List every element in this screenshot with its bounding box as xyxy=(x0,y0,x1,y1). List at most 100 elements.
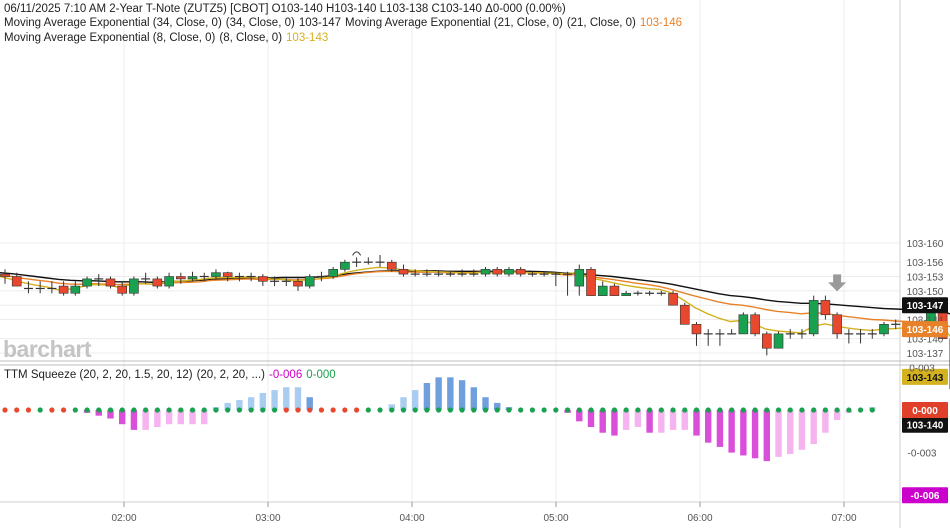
squeeze-header: TTM Squeeze (20, 2, 20, 1.5, 20, 12) (20,… xyxy=(4,368,340,382)
squeeze-dot xyxy=(729,407,735,413)
squeeze-badge: -0-006 xyxy=(902,487,948,504)
momentum-bar xyxy=(787,410,794,455)
candle xyxy=(773,331,784,349)
chart-markers xyxy=(352,251,847,292)
candle xyxy=(808,295,819,337)
y-tick-label: 103-137 xyxy=(907,349,944,360)
candle xyxy=(832,312,842,339)
price-axis[interactable]: 103-137 103-140 103-144 103-147 103-150 103-1… xyxy=(902,239,948,504)
candle xyxy=(0,269,10,284)
candle xyxy=(621,290,631,296)
momentum-bar xyxy=(705,410,712,443)
squeeze-dot xyxy=(834,407,840,413)
candle-body xyxy=(820,300,831,316)
momentum-bar xyxy=(763,410,770,462)
candle-body xyxy=(492,269,503,275)
y-tick-label: 103-150 xyxy=(907,287,944,298)
candle xyxy=(94,274,104,287)
momentum-bar xyxy=(271,390,278,410)
squeeze-dot xyxy=(764,407,770,413)
squeeze-dot xyxy=(271,407,278,413)
barchart-watermark: barchart xyxy=(3,336,92,362)
candle xyxy=(386,259,397,272)
squeeze-dot xyxy=(49,407,55,413)
squeeze-dot xyxy=(354,407,360,413)
candle xyxy=(187,271,198,282)
price-badge: 103-147 xyxy=(902,297,948,314)
squeeze-dot xyxy=(787,407,793,413)
ema21-label[interactable]: Moving Average Exponential (21, Close, 0… xyxy=(345,17,563,29)
momentum-bar xyxy=(576,410,583,422)
squeeze-dot xyxy=(857,407,864,413)
momentum-bar xyxy=(177,410,184,425)
squeeze-dot xyxy=(588,407,594,413)
momentum-bar xyxy=(798,410,806,450)
squeeze-dot xyxy=(635,407,641,413)
candle xyxy=(679,302,690,325)
squeeze-dot xyxy=(576,407,582,413)
candle xyxy=(141,272,151,284)
price-badge: 103-140 xyxy=(902,416,948,433)
momentum-bar xyxy=(283,387,290,410)
candle xyxy=(457,269,467,277)
momentum-bar xyxy=(810,410,817,445)
candle xyxy=(11,272,22,287)
momentum-bar xyxy=(693,410,700,436)
ema34-label[interactable]: Moving Average Exponential (34, Close, 0… xyxy=(4,17,222,29)
candle-body xyxy=(879,324,889,335)
candle xyxy=(586,266,596,296)
candle xyxy=(164,272,174,289)
squeeze-dot xyxy=(295,407,301,413)
price-badge-bg xyxy=(902,368,948,385)
squeeze-dot xyxy=(330,407,336,413)
momentum-bar xyxy=(822,410,829,433)
squeeze-dot xyxy=(682,407,688,413)
candle xyxy=(105,276,116,289)
squeeze-dot xyxy=(846,407,852,413)
squeeze-dot xyxy=(494,407,500,413)
candle xyxy=(211,269,221,279)
candle xyxy=(222,271,233,282)
ema8-params: (8, Close, 0) xyxy=(219,32,283,44)
ttm-squeeze-pane xyxy=(2,377,876,462)
candle xyxy=(797,329,807,339)
squeeze-dot xyxy=(869,407,875,413)
candle-body xyxy=(328,269,338,277)
momentum-bar xyxy=(142,410,149,430)
candle xyxy=(176,272,186,284)
price-candles xyxy=(0,255,950,390)
candle-body xyxy=(58,285,69,294)
ema8-label[interactable]: Moving Average Exponential (8, Close, 0) xyxy=(4,32,216,44)
y-tick-label: 103-144 xyxy=(907,316,944,327)
momentum-bar xyxy=(646,410,653,433)
candle xyxy=(527,270,537,277)
momentum-bar xyxy=(423,383,431,410)
chart-header-line3: Moving Average Exponential (8, Close, 0)… xyxy=(4,31,332,45)
squeeze-dot xyxy=(400,407,407,413)
candle xyxy=(281,276,291,287)
candle xyxy=(574,264,585,296)
squeeze-dot xyxy=(2,407,8,413)
momentum-bar xyxy=(259,392,267,410)
momentum-bar xyxy=(482,397,489,410)
momentum-bar xyxy=(247,397,255,410)
squeeze-dot xyxy=(424,407,430,413)
squeeze-dot xyxy=(307,407,313,413)
candle xyxy=(328,266,338,279)
down-arrow-marker xyxy=(828,274,847,292)
squeeze-label[interactable]: TTM Squeeze (20, 2, 20, 1.5, 20, 12) xyxy=(4,369,193,381)
momentum-bar xyxy=(224,402,231,410)
momentum-bar xyxy=(622,410,630,430)
squeeze-dot xyxy=(506,407,512,413)
squeeze-dot xyxy=(752,407,758,413)
momentum-bar xyxy=(201,410,208,425)
ema21-params: (21, Close, 0) xyxy=(566,17,636,29)
squeeze-dot xyxy=(213,407,219,413)
squeeze-dot xyxy=(611,407,618,413)
squeeze-dot xyxy=(283,407,289,413)
candle xyxy=(703,329,713,346)
time-axis[interactable]: 02:00 03:00 04:00 05:00 06:00 07:00 xyxy=(111,502,857,524)
squeeze-dot xyxy=(189,407,196,413)
y-tick-label: 103-140 xyxy=(907,335,944,346)
candle xyxy=(246,272,256,282)
